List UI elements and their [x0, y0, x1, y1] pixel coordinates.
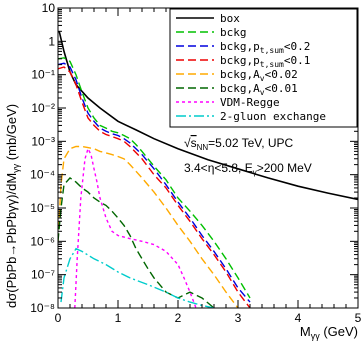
- legend-label-7: 2-gluon exchange: [220, 110, 326, 123]
- x-tick-label: 3: [235, 311, 242, 325]
- legend-label-3: bckg,pt,sum<0.1: [220, 54, 310, 69]
- y-tick-label: 1: [48, 34, 55, 48]
- x-axis-label: Mγγ (GeV): [300, 324, 358, 341]
- legend: boxbckgbckg,pt,sum<0.2bckg,pt,sum<0.1bck…: [169, 8, 358, 128]
- plot-frame: [57, 7, 359, 309]
- series-line-4: [58, 145, 239, 308]
- series-line-3: [58, 66, 251, 308]
- legend-label-5: bckg,Av<0.01: [220, 82, 298, 97]
- legend-label-6: VDM-Regge: [220, 96, 280, 109]
- series-line-7: [60, 247, 216, 308]
- y-tick-label: 10⁻⁸: [30, 301, 55, 315]
- legend-label-1: bckg: [220, 26, 247, 39]
- legend-label-2: bckg,pt,sum<0.2: [220, 40, 310, 55]
- x-tick-label: 1: [115, 311, 122, 325]
- y-tick-label: 10⁻⁶: [30, 234, 55, 248]
- series-line-1: [58, 57, 251, 299]
- series-line-0: [58, 31, 358, 201]
- y-axis-label: dσ(PbPb→PbPbγγ)/dMγγ (mb/GeV): [4, 104, 21, 308]
- x-tick-label: 0: [55, 311, 62, 325]
- legend-box: [169, 8, 358, 128]
- y-tick-label: 10⁻²: [31, 101, 55, 115]
- y-tick-label: 10⁻⁷: [31, 268, 55, 282]
- x-tick-label: 4: [295, 311, 302, 325]
- x-tick-label: 2: [175, 311, 182, 325]
- y-tick-label: 10⁻¹: [31, 68, 55, 82]
- y-tick-label: 10⁻⁵: [30, 201, 55, 215]
- y-tick-label: 10: [42, 1, 56, 15]
- annotation-cuts: 3.4<η<5.8, Eγ>200 MeV: [184, 161, 312, 177]
- series-line-6: [74, 146, 197, 308]
- legend-label-0: box: [220, 12, 240, 25]
- y-tick-label: 10⁻³: [31, 134, 55, 148]
- legend-label-4: bckg,Av<0.02: [220, 68, 298, 83]
- series-line-5: [58, 176, 216, 308]
- y-tick-label: 10⁻⁴: [30, 168, 55, 182]
- annotation-energy: √sNN=5.02 TeV, UPC: [184, 136, 294, 152]
- series-line-2: [58, 62, 251, 303]
- x-tick-label: 5: [355, 311, 362, 325]
